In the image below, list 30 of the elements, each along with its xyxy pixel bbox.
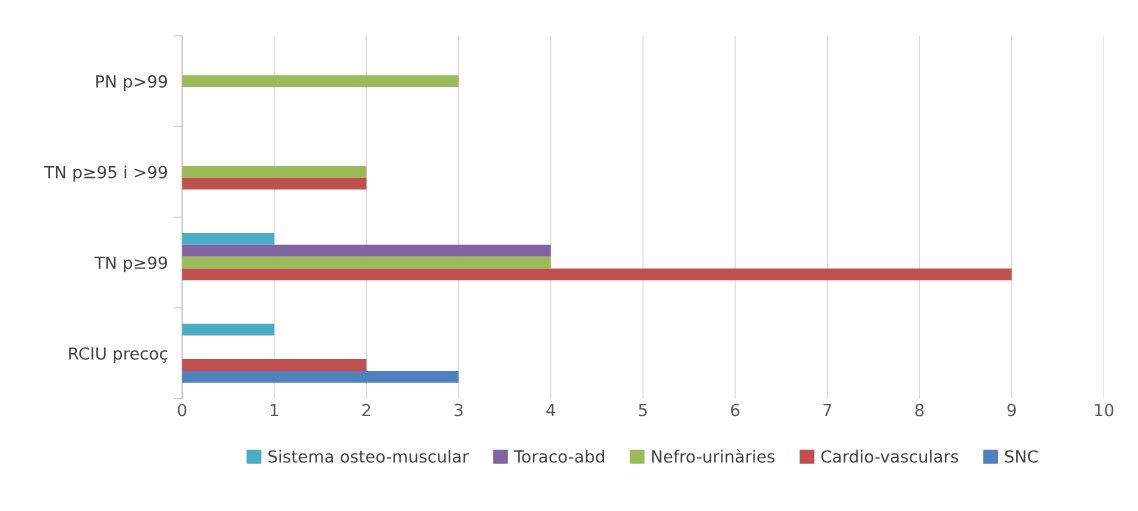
x-tick-label: 3 [454,403,463,417]
bar [182,370,459,383]
legend-label: SNC [1005,450,1038,463]
x-tick-label: 1 [270,403,279,417]
y-tick-label: PN p>99 [96,75,168,91]
x-tick-label: 6 [731,403,740,417]
x-tick-label: 5 [638,403,647,417]
bar [182,75,459,88]
legend-label: Sistema osteo-muscular [268,449,469,463]
y-tick-label: RCIU precoç [69,347,168,364]
x-tick-label: 9 [1007,403,1016,417]
y-tick-label: TN p≥99 [94,256,168,273]
bar [182,323,275,336]
x-tick-label: 7 [823,403,832,417]
legend-label: Cardio-vasculars [821,449,959,463]
bar [182,359,367,371]
bar [182,268,1012,281]
x-tick-label: 2 [362,403,371,417]
bar [182,256,551,269]
y-tick-label: TN p≥95 i >99 [44,165,168,182]
x-tick-label: 8 [915,403,924,417]
bar [182,233,275,245]
x-tick-label: 10 [1095,403,1114,417]
bar [182,165,367,178]
legend-label: Nefro-urinàries [652,449,775,463]
x-tick-label: 4 [546,403,556,417]
x-tick-label: 0 [177,403,187,417]
bar [182,244,551,257]
legend-label: Toraco-abd [513,449,604,463]
bar [182,177,367,190]
